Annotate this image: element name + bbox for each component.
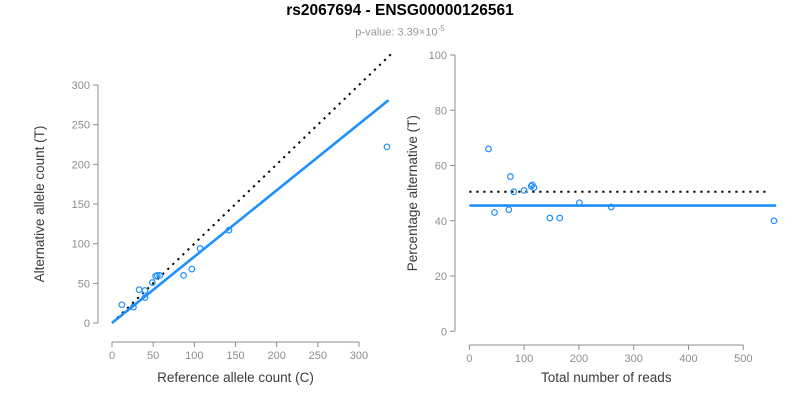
data-point [556, 214, 564, 222]
data-point [135, 286, 143, 294]
y-tick-label: 300 [72, 80, 90, 92]
y-tick-label: 50 [78, 278, 90, 290]
data-point [520, 186, 528, 194]
subtitle-pvalue: p-value: 3.39×10-5 [0, 24, 800, 39]
y-tick-label: 0 [84, 318, 90, 330]
data-point [180, 272, 188, 279]
data-point [383, 143, 391, 151]
x-tick-label: 100 [185, 350, 203, 362]
data-point [607, 203, 615, 211]
y-tick-label: 100 [72, 239, 90, 251]
data-point [148, 279, 156, 286]
data-point [156, 272, 164, 279]
x-tick-label: 50 [147, 350, 159, 362]
data-point [546, 214, 554, 222]
data-point [491, 209, 498, 216]
data-point [141, 287, 149, 294]
data-point [507, 173, 514, 180]
page-title: rs2067694 - ENSG00000126561 [286, 2, 514, 19]
data-point [485, 145, 492, 153]
y-tick-label: 20 [435, 271, 447, 283]
data-point [130, 303, 137, 311]
data-point [505, 206, 513, 214]
pvalue-exponent: -5 [437, 24, 445, 33]
x-tick-label: 300 [350, 350, 368, 362]
y-axis-title: Percentage alternative (T) [405, 115, 420, 271]
x-tick-label: 200 [267, 350, 285, 362]
y-tick-label: 200 [72, 159, 90, 171]
x-axis-title: Total number of reads [541, 370, 672, 385]
x-tick-label: 500 [734, 353, 752, 365]
x-tick-label: 250 [309, 350, 327, 362]
data-point [141, 294, 149, 302]
data-point [770, 217, 778, 225]
x-axis-title: Reference allele count (C) [157, 370, 314, 385]
data-point [196, 245, 204, 252]
data-point [576, 199, 583, 207]
y-tick-label: 0 [441, 326, 447, 338]
data-point [510, 188, 518, 196]
x-tick-label: 0 [466, 353, 472, 365]
data-point [153, 272, 161, 279]
x-tick-label: 400 [679, 353, 697, 365]
identity-line [111, 52, 393, 324]
x-tick-label: 100 [515, 353, 533, 365]
data-point [118, 301, 126, 309]
y-tick-label: 150 [72, 199, 90, 211]
y-tick-label: 80 [435, 105, 447, 117]
y-axis-title: Alternative allele count (T) [32, 126, 47, 283]
data-point [225, 226, 233, 234]
x-tick-label: 150 [226, 350, 244, 362]
y-tick-label: 60 [435, 161, 447, 173]
data-point [530, 184, 538, 192]
y-tick-label: 40 [435, 216, 447, 228]
x-tick-label: 200 [570, 353, 588, 365]
y-tick-label: 250 [72, 120, 90, 132]
data-point [188, 265, 196, 273]
x-tick-label: 0 [109, 350, 115, 362]
y-tick-label: 100 [429, 50, 447, 62]
fit-line [111, 99, 390, 325]
pvalue-text: p-value: 3.39×10 [355, 26, 438, 39]
x-tick-label: 300 [625, 353, 643, 365]
